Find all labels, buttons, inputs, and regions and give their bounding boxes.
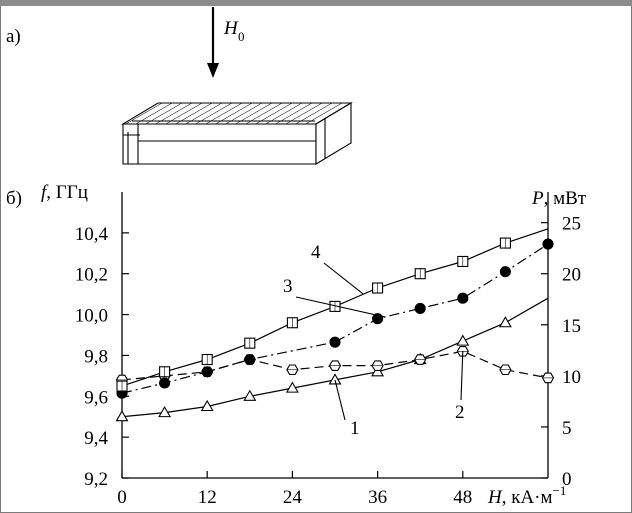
data-point — [458, 293, 468, 303]
curve-1-leader — [335, 380, 345, 420]
left-tick-label: 10,4 — [75, 224, 109, 245]
chart-axes — [122, 192, 548, 478]
x-axis-symbol: H — [487, 487, 503, 508]
curve-3-label: 3 — [283, 276, 293, 297]
data-point — [202, 367, 212, 377]
curve-2-leader — [461, 351, 463, 400]
series-1 — [117, 298, 549, 421]
left-tick-label: 9,4 — [84, 428, 108, 449]
x-axis-unit-exponent: −1 — [553, 483, 567, 498]
x-axis-title: H, кА·м−1 — [487, 483, 566, 508]
data-point — [543, 239, 553, 249]
series-1-line — [122, 298, 548, 417]
right-tick-label: 10 — [562, 367, 581, 388]
data-point — [330, 337, 340, 347]
right-axis-symbol: P — [531, 188, 544, 209]
right-axis-title: P, мВт — [531, 188, 587, 209]
left-axis-title: f, ГГц — [41, 182, 88, 203]
chart-series — [117, 229, 554, 421]
curve-4-label: 4 — [311, 242, 321, 263]
right-tick-label: 20 — [562, 265, 581, 286]
left-tick-label: 10,2 — [75, 265, 108, 286]
right-axis-unit: , мВт — [544, 188, 587, 209]
data-point — [245, 355, 255, 365]
data-point — [500, 317, 511, 327]
chart-annotations: 1 2 34 — [283, 242, 465, 439]
right-tick-label: 15 — [562, 316, 581, 337]
panel-b-label: б) — [6, 188, 22, 209]
curve-1-label: 1 — [350, 418, 360, 439]
x-axis-unit: , кА·м — [502, 487, 553, 508]
x-tick-label: 48 — [453, 487, 472, 508]
curve-3-leader — [296, 297, 385, 317]
data-point — [500, 267, 510, 277]
curve-4-leader — [324, 263, 363, 294]
curve-2-label: 2 — [455, 402, 465, 423]
x-tick-label: 24 — [283, 487, 303, 508]
left-axis-unit: , ГГц — [46, 182, 88, 203]
left-tick-label: 10,0 — [75, 306, 108, 327]
data-point — [160, 378, 170, 388]
x-tick-label: 36 — [368, 487, 387, 508]
right-tick-label: 5 — [562, 418, 572, 439]
data-point — [415, 303, 425, 313]
x-tick-label: 12 — [198, 487, 217, 508]
data-point — [457, 336, 468, 346]
right-tick-label: 25 — [562, 214, 581, 235]
left-tick-label: 9,6 — [84, 387, 108, 408]
left-tick-label: 9,2 — [84, 469, 108, 490]
x-tick-label: 0 — [117, 487, 127, 508]
left-tick-label: 9,8 — [84, 346, 108, 367]
